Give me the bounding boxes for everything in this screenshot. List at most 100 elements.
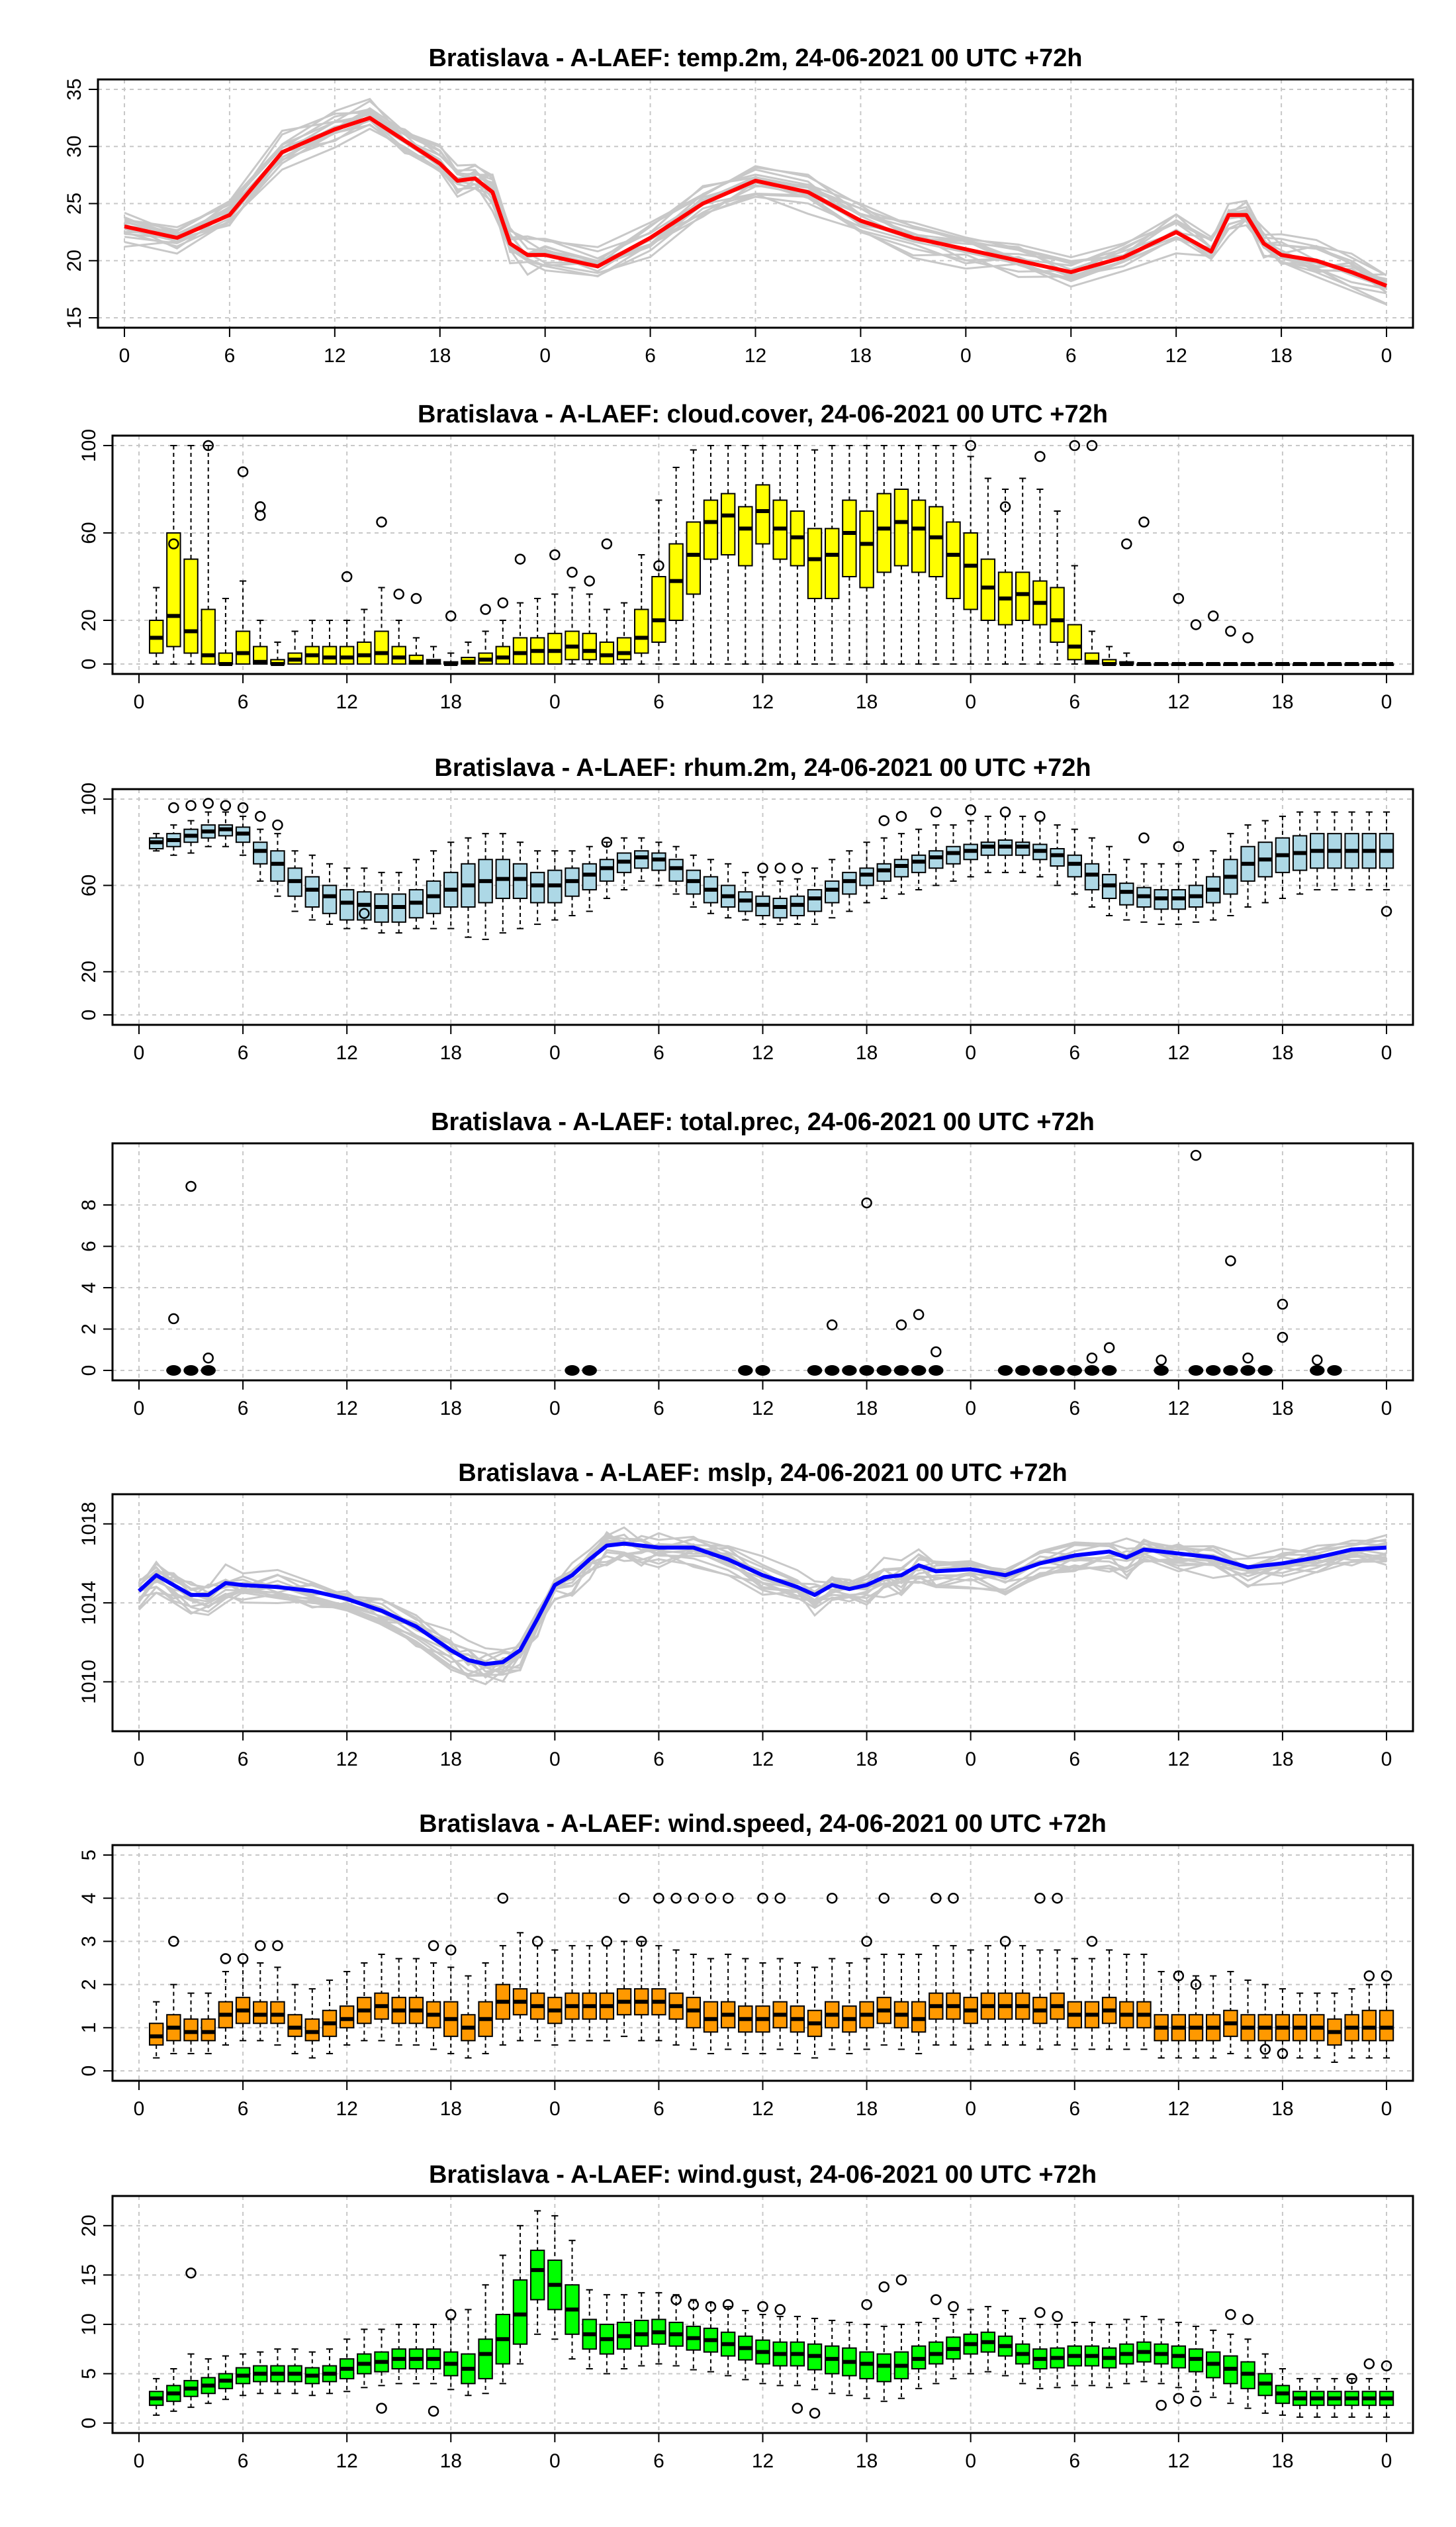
box-69 bbox=[1327, 662, 1342, 666]
box-61 bbox=[1188, 859, 1204, 923]
box-iqr bbox=[322, 884, 338, 914]
x-tick-label: 0 bbox=[134, 691, 145, 713]
outlier-point bbox=[601, 836, 613, 848]
x-tick-label: 18 bbox=[1271, 2450, 1293, 2472]
outlier-point bbox=[1259, 2044, 1271, 2055]
box-2 bbox=[166, 2368, 181, 2412]
y-tick-label: 4 bbox=[78, 1282, 100, 1294]
outlier-point bbox=[220, 800, 232, 812]
x-tick-label: 18 bbox=[1271, 1398, 1293, 1419]
box-9 bbox=[287, 1983, 302, 2054]
y-tick-label: 1018 bbox=[78, 1502, 100, 1546]
box-27 bbox=[599, 608, 615, 665]
box-4 bbox=[201, 1365, 216, 1376]
box-iqr bbox=[893, 859, 909, 878]
x-tick-label: 18 bbox=[856, 1748, 878, 1770]
box-51 bbox=[1015, 2317, 1030, 2385]
box-15 bbox=[391, 871, 406, 934]
box-14 bbox=[374, 1953, 389, 2042]
y-tick-label: 20 bbox=[78, 2215, 100, 2236]
x-tick-label: 6 bbox=[238, 1398, 249, 1419]
box-iqr bbox=[842, 871, 857, 895]
box-14 bbox=[374, 2328, 389, 2387]
x-tick-label: 0 bbox=[965, 2098, 976, 2120]
box-63 bbox=[1223, 1971, 1238, 2054]
y-tick-label: 4 bbox=[78, 1893, 100, 1904]
chart-panel-2: Bratislava - A-LAEF: cloud.cover, 24-06-… bbox=[78, 401, 1414, 713]
box-62 bbox=[1205, 2329, 1221, 2399]
box-55 bbox=[1084, 2321, 1100, 2387]
outlier-point bbox=[878, 1892, 890, 1904]
x-tick-label: 0 bbox=[965, 2450, 976, 2472]
box-5 bbox=[218, 1971, 234, 2046]
y-tick-label: 20 bbox=[78, 961, 100, 982]
box-4 bbox=[201, 1992, 216, 2054]
box-12 bbox=[339, 2338, 355, 2393]
box-31 bbox=[668, 467, 684, 665]
outlier-point bbox=[1363, 1970, 1375, 1981]
outlier-point bbox=[1242, 632, 1253, 644]
box-iqr bbox=[720, 493, 736, 556]
outlier-point bbox=[185, 2267, 197, 2279]
x-tick-label: 6 bbox=[1069, 691, 1080, 713]
outlier-point bbox=[1312, 1355, 1323, 1366]
y-tick-label: 10 bbox=[78, 2313, 100, 2335]
plot-frame bbox=[97, 78, 1414, 329]
outlier-point bbox=[999, 501, 1011, 512]
plot-frame bbox=[111, 1142, 1414, 1382]
box-36 bbox=[755, 1962, 770, 2054]
box-64 bbox=[1240, 824, 1255, 908]
box-13 bbox=[357, 2328, 372, 2389]
plot-frame bbox=[111, 788, 1414, 1026]
box-iqr bbox=[963, 532, 978, 610]
box-19 bbox=[461, 2309, 476, 2397]
box-16 bbox=[408, 859, 424, 930]
box-16 bbox=[408, 1958, 424, 2046]
box-15 bbox=[391, 2323, 406, 2385]
box-iqr bbox=[1361, 2009, 1377, 2042]
box-57 bbox=[1119, 1953, 1134, 2050]
outlier-point bbox=[428, 1940, 439, 1952]
box-iqr bbox=[825, 880, 840, 904]
box-iqr bbox=[357, 642, 372, 665]
box-iqr bbox=[946, 845, 961, 865]
box-8 bbox=[270, 833, 285, 897]
box-71 bbox=[1361, 1983, 1377, 2059]
outlier-point bbox=[878, 2281, 890, 2293]
box-61 bbox=[1188, 1975, 1204, 2059]
box-69 bbox=[1327, 811, 1342, 890]
outlier-point bbox=[393, 589, 404, 600]
outlier-point bbox=[895, 810, 907, 822]
outlier-point bbox=[722, 2299, 734, 2311]
box-49 bbox=[980, 816, 996, 873]
box-18 bbox=[443, 841, 459, 930]
box-62 bbox=[1205, 850, 1221, 921]
box-iqr bbox=[148, 2023, 164, 2046]
outlier-point bbox=[601, 538, 613, 549]
box-iqr bbox=[166, 532, 181, 647]
box-7 bbox=[253, 2351, 268, 2395]
box-iqr bbox=[686, 521, 701, 595]
box-49 bbox=[980, 1944, 996, 2046]
box-15 bbox=[391, 620, 406, 665]
box-3 bbox=[183, 1992, 199, 2054]
box-60 bbox=[1171, 863, 1187, 926]
outlier-point bbox=[1086, 1936, 1098, 1947]
box-53 bbox=[1050, 1365, 1065, 1376]
outlier-point bbox=[653, 1892, 664, 1904]
box-24 bbox=[547, 2215, 563, 2340]
x-tick-label: 18 bbox=[440, 1042, 462, 1064]
box-20 bbox=[478, 1962, 493, 2054]
box-72 bbox=[1379, 811, 1394, 890]
box-67 bbox=[1292, 1992, 1308, 2059]
outlier-point bbox=[999, 1936, 1011, 1947]
box-56 bbox=[1101, 1365, 1117, 1376]
box-46 bbox=[929, 445, 944, 665]
boxes bbox=[148, 1932, 1394, 2063]
outlier-point bbox=[410, 593, 422, 604]
outlier-point bbox=[203, 440, 214, 452]
chart-title: Bratislava - A-LAEF: cloud.cover, 24-06-… bbox=[418, 401, 1108, 428]
box-22 bbox=[512, 1932, 528, 2042]
box-iqr bbox=[339, 2005, 355, 2028]
box-33 bbox=[703, 1958, 719, 2054]
